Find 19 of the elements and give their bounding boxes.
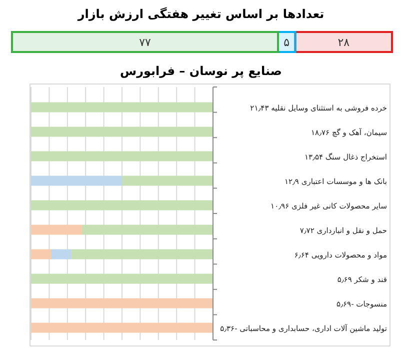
- bar: [31, 126, 213, 137]
- bar: [31, 274, 213, 284]
- data-label: ۲۸: [338, 36, 350, 49]
- bar: [31, 298, 213, 308]
- bar: [71, 249, 213, 260]
- bar: [122, 176, 213, 186]
- chart-title: صنایع پر نوسان – فرابورس: [120, 64, 282, 78]
- bar: [31, 151, 213, 162]
- bar: [31, 224, 82, 235]
- chart-title: تعدادها بر اساس تغییر هفتگی ارزش بازار: [76, 7, 324, 21]
- bar: [51, 249, 72, 260]
- bar: [31, 322, 213, 333]
- bar: [31, 102, 213, 112]
- data-label: ۵: [284, 36, 290, 49]
- bar: [31, 176, 122, 186]
- bar: [31, 200, 213, 210]
- bar: [82, 224, 213, 235]
- data-label: ۷۷: [139, 36, 151, 49]
- bar: [31, 249, 52, 260]
